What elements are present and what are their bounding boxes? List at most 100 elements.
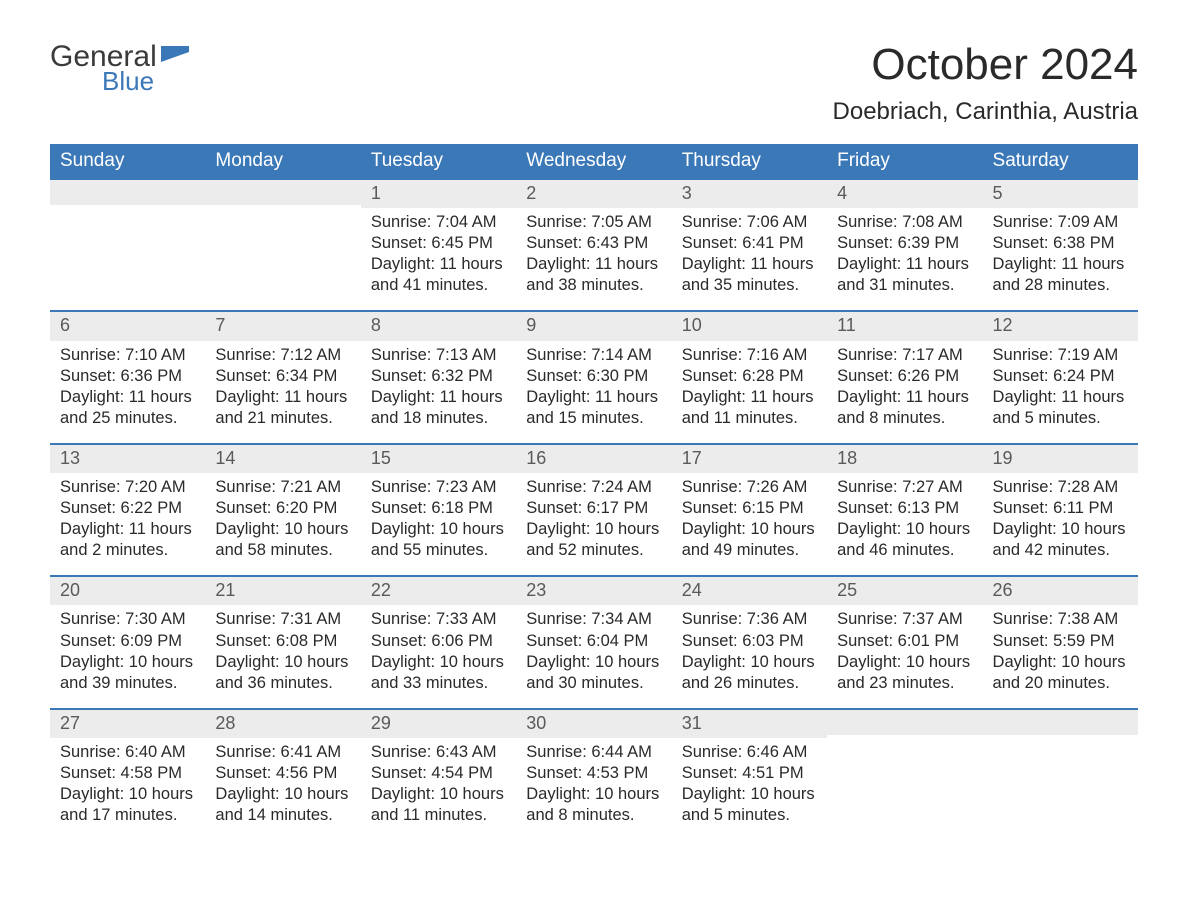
day-body: Sunrise: 7:36 AMSunset: 6:03 PMDaylight:… — [672, 605, 827, 707]
sunrise-text: Sunrise: 7:33 AM — [371, 609, 506, 630]
day-body: Sunrise: 7:23 AMSunset: 6:18 PMDaylight:… — [361, 473, 516, 575]
day-number: 16 — [516, 445, 671, 473]
sunrise-text: Sunrise: 7:26 AM — [682, 477, 817, 498]
day-number: 3 — [672, 180, 827, 208]
day-body: Sunrise: 6:43 AMSunset: 4:54 PMDaylight:… — [361, 738, 516, 840]
day-number: 4 — [827, 180, 982, 208]
day-number: 21 — [205, 577, 360, 605]
day-number: 23 — [516, 577, 671, 605]
day-number: 8 — [361, 312, 516, 340]
day-body: Sunrise: 7:12 AMSunset: 6:34 PMDaylight:… — [205, 341, 360, 443]
daylight-text: Daylight: 10 hours and 14 minutes. — [215, 784, 350, 826]
daylight-text: Daylight: 10 hours and 39 minutes. — [60, 652, 195, 694]
sunset-text: Sunset: 6:22 PM — [60, 498, 195, 519]
day-number: 11 — [827, 312, 982, 340]
sunrise-text: Sunrise: 7:05 AM — [526, 212, 661, 233]
sunset-text: Sunset: 6:20 PM — [215, 498, 350, 519]
sunset-text: Sunset: 4:51 PM — [682, 763, 817, 784]
daylight-text: Daylight: 11 hours and 18 minutes. — [371, 387, 506, 429]
daylight-text: Daylight: 10 hours and 52 minutes. — [526, 519, 661, 561]
day-number: 15 — [361, 445, 516, 473]
day-body: Sunrise: 7:08 AMSunset: 6:39 PMDaylight:… — [827, 208, 982, 310]
sunset-text: Sunset: 4:54 PM — [371, 763, 506, 784]
day-body: Sunrise: 7:09 AMSunset: 6:38 PMDaylight:… — [983, 208, 1138, 310]
sunset-text: Sunset: 6:01 PM — [837, 631, 972, 652]
day-body: Sunrise: 7:38 AMSunset: 5:59 PMDaylight:… — [983, 605, 1138, 707]
daylight-text: Daylight: 10 hours and 30 minutes. — [526, 652, 661, 694]
day-body: Sunrise: 7:33 AMSunset: 6:06 PMDaylight:… — [361, 605, 516, 707]
day-cell: 20Sunrise: 7:30 AMSunset: 6:09 PMDayligh… — [50, 577, 205, 707]
sunset-text: Sunset: 6:26 PM — [837, 366, 972, 387]
sunset-text: Sunset: 6:04 PM — [526, 631, 661, 652]
day-body: Sunrise: 7:10 AMSunset: 6:36 PMDaylight:… — [50, 341, 205, 443]
sunrise-text: Sunrise: 7:09 AM — [993, 212, 1128, 233]
sunset-text: Sunset: 6:06 PM — [371, 631, 506, 652]
week-row: 27Sunrise: 6:40 AMSunset: 4:58 PMDayligh… — [50, 708, 1138, 840]
sunrise-text: Sunrise: 7:04 AM — [371, 212, 506, 233]
day-body: Sunrise: 7:14 AMSunset: 6:30 PMDaylight:… — [516, 341, 671, 443]
daylight-text: Daylight: 10 hours and 42 minutes. — [993, 519, 1128, 561]
sunrise-text: Sunrise: 6:46 AM — [682, 742, 817, 763]
day-number: 7 — [205, 312, 360, 340]
title-block: October 2024 Doebriach, Carinthia, Austr… — [833, 40, 1138, 126]
daylight-text: Daylight: 10 hours and 26 minutes. — [682, 652, 817, 694]
sunrise-text: Sunrise: 6:41 AM — [215, 742, 350, 763]
day-number — [50, 180, 205, 205]
sunset-text: Sunset: 6:34 PM — [215, 366, 350, 387]
day-number: 5 — [983, 180, 1138, 208]
sunrise-text: Sunrise: 7:37 AM — [837, 609, 972, 630]
daylight-text: Daylight: 11 hours and 38 minutes. — [526, 254, 661, 296]
daylight-text: Daylight: 10 hours and 8 minutes. — [526, 784, 661, 826]
day-number: 17 — [672, 445, 827, 473]
day-cell: 19Sunrise: 7:28 AMSunset: 6:11 PMDayligh… — [983, 445, 1138, 575]
sunrise-text: Sunrise: 7:10 AM — [60, 345, 195, 366]
sunset-text: Sunset: 4:53 PM — [526, 763, 661, 784]
day-body: Sunrise: 7:17 AMSunset: 6:26 PMDaylight:… — [827, 341, 982, 443]
sunrise-text: Sunrise: 7:38 AM — [993, 609, 1128, 630]
day-number: 24 — [672, 577, 827, 605]
logo-text-block: General Blue — [50, 40, 157, 97]
daylight-text: Daylight: 10 hours and 49 minutes. — [682, 519, 817, 561]
sunrise-text: Sunrise: 7:36 AM — [682, 609, 817, 630]
daylight-text: Daylight: 10 hours and 20 minutes. — [993, 652, 1128, 694]
sunset-text: Sunset: 6:13 PM — [837, 498, 972, 519]
flag-icon — [161, 46, 189, 68]
header: General Blue October 2024 Doebriach, Car… — [50, 40, 1138, 126]
day-number: 6 — [50, 312, 205, 340]
day-cell: 23Sunrise: 7:34 AMSunset: 6:04 PMDayligh… — [516, 577, 671, 707]
day-cell: 10Sunrise: 7:16 AMSunset: 6:28 PMDayligh… — [672, 312, 827, 442]
daylight-text: Daylight: 11 hours and 41 minutes. — [371, 254, 506, 296]
weekday-header-cell: Sunday — [50, 144, 205, 180]
day-number: 12 — [983, 312, 1138, 340]
sunset-text: Sunset: 6:03 PM — [682, 631, 817, 652]
day-number: 9 — [516, 312, 671, 340]
day-cell: 18Sunrise: 7:27 AMSunset: 6:13 PMDayligh… — [827, 445, 982, 575]
day-body: Sunrise: 7:31 AMSunset: 6:08 PMDaylight:… — [205, 605, 360, 707]
sunrise-text: Sunrise: 7:08 AM — [837, 212, 972, 233]
sunrise-text: Sunrise: 7:23 AM — [371, 477, 506, 498]
day-number: 13 — [50, 445, 205, 473]
day-number: 2 — [516, 180, 671, 208]
day-body: Sunrise: 7:21 AMSunset: 6:20 PMDaylight:… — [205, 473, 360, 575]
sunset-text: Sunset: 6:38 PM — [993, 233, 1128, 254]
week-row: 1Sunrise: 7:04 AMSunset: 6:45 PMDaylight… — [50, 180, 1138, 310]
day-number: 28 — [205, 710, 360, 738]
daylight-text: Daylight: 11 hours and 28 minutes. — [993, 254, 1128, 296]
daylight-text: Daylight: 11 hours and 25 minutes. — [60, 387, 195, 429]
day-number: 22 — [361, 577, 516, 605]
day-number: 27 — [50, 710, 205, 738]
sunrise-text: Sunrise: 7:27 AM — [837, 477, 972, 498]
day-number: 14 — [205, 445, 360, 473]
weekday-header-cell: Wednesday — [516, 144, 671, 180]
day-cell: 28Sunrise: 6:41 AMSunset: 4:56 PMDayligh… — [205, 710, 360, 840]
weekday-header-cell: Thursday — [672, 144, 827, 180]
sunset-text: Sunset: 6:43 PM — [526, 233, 661, 254]
day-cell: 22Sunrise: 7:33 AMSunset: 6:06 PMDayligh… — [361, 577, 516, 707]
sunrise-text: Sunrise: 7:19 AM — [993, 345, 1128, 366]
day-cell — [205, 180, 360, 310]
daylight-text: Daylight: 10 hours and 17 minutes. — [60, 784, 195, 826]
day-cell: 31Sunrise: 6:46 AMSunset: 4:51 PMDayligh… — [672, 710, 827, 840]
day-number: 29 — [361, 710, 516, 738]
sunset-text: Sunset: 6:30 PM — [526, 366, 661, 387]
day-cell — [50, 180, 205, 310]
